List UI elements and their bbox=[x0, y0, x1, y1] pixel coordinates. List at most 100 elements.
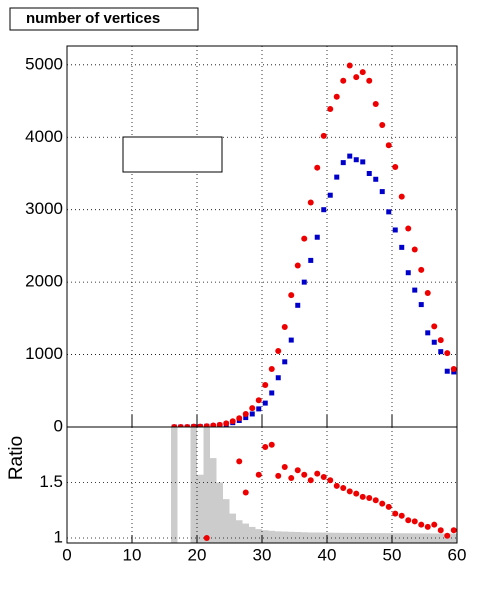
marker bbox=[340, 77, 347, 84]
marker bbox=[418, 266, 425, 273]
marker bbox=[424, 523, 431, 530]
y-tick-label: 0 bbox=[54, 416, 63, 435]
band-bar bbox=[242, 523, 249, 543]
marker bbox=[288, 337, 294, 343]
marker bbox=[294, 467, 301, 474]
band-bar bbox=[346, 532, 353, 543]
marker bbox=[379, 121, 386, 128]
marker bbox=[301, 471, 308, 478]
marker bbox=[294, 262, 301, 269]
marker bbox=[359, 493, 366, 500]
band-bar bbox=[210, 458, 217, 543]
legend bbox=[122, 136, 223, 173]
marker bbox=[236, 458, 243, 465]
marker bbox=[444, 532, 451, 539]
marker bbox=[333, 93, 340, 100]
marker bbox=[320, 132, 327, 139]
bottom-frame bbox=[66, 426, 458, 544]
marker bbox=[334, 174, 340, 180]
chart-title: number of vertices bbox=[26, 10, 160, 27]
marker bbox=[249, 411, 255, 417]
marker bbox=[353, 490, 360, 497]
marker bbox=[327, 477, 334, 484]
x-tick-label: 30 bbox=[253, 545, 272, 564]
band-bar bbox=[450, 533, 457, 543]
band-bar bbox=[203, 427, 210, 543]
marker bbox=[307, 199, 314, 206]
marker bbox=[242, 489, 249, 496]
marker bbox=[320, 473, 327, 480]
marker bbox=[398, 193, 405, 200]
marker bbox=[353, 157, 359, 163]
y-tick-label: 1.5 bbox=[39, 472, 63, 491]
marker bbox=[444, 368, 450, 374]
marker bbox=[450, 366, 457, 373]
marker bbox=[405, 517, 412, 524]
marker bbox=[418, 302, 424, 308]
marker bbox=[386, 209, 392, 215]
band-bar bbox=[294, 532, 301, 543]
marker bbox=[229, 418, 236, 425]
marker bbox=[327, 106, 334, 113]
marker bbox=[373, 176, 379, 182]
marker bbox=[431, 521, 438, 528]
marker bbox=[353, 74, 360, 81]
x-tick-label: 60 bbox=[448, 545, 467, 564]
marker bbox=[411, 246, 418, 253]
band-bar bbox=[229, 513, 236, 543]
marker bbox=[197, 423, 204, 427]
marker bbox=[242, 410, 249, 417]
marker bbox=[360, 159, 366, 165]
marker bbox=[275, 347, 282, 354]
band-bar bbox=[262, 530, 269, 543]
x-tick-label: 10 bbox=[123, 545, 142, 564]
marker bbox=[210, 422, 217, 427]
marker bbox=[255, 471, 262, 478]
marker bbox=[333, 482, 340, 489]
marker bbox=[359, 69, 366, 76]
marker bbox=[171, 424, 178, 427]
marker bbox=[236, 415, 243, 422]
band-bar bbox=[268, 530, 275, 543]
marker bbox=[450, 527, 457, 534]
marker bbox=[438, 349, 444, 355]
marker bbox=[379, 500, 386, 507]
marker bbox=[268, 366, 275, 373]
band-bar bbox=[288, 531, 295, 543]
marker bbox=[437, 337, 444, 344]
band-bar bbox=[255, 529, 262, 543]
y-tick-label: 2000 bbox=[25, 272, 63, 291]
marker bbox=[262, 381, 269, 388]
marker bbox=[405, 225, 412, 232]
marker bbox=[255, 397, 262, 404]
marker bbox=[262, 400, 268, 406]
y-tick-label: 1 bbox=[54, 527, 63, 546]
band-bar bbox=[314, 532, 321, 543]
marker bbox=[223, 420, 230, 427]
marker bbox=[288, 475, 295, 482]
band-bar bbox=[359, 533, 366, 543]
marker bbox=[282, 359, 288, 365]
marker bbox=[346, 62, 353, 69]
marker bbox=[392, 227, 398, 233]
marker bbox=[385, 142, 392, 149]
band-bar bbox=[307, 532, 314, 543]
marker bbox=[269, 390, 275, 396]
marker bbox=[398, 512, 405, 519]
x-tick-label: 20 bbox=[188, 545, 207, 564]
marker bbox=[256, 406, 262, 412]
marker bbox=[385, 503, 392, 510]
band-bar bbox=[379, 533, 386, 543]
marker bbox=[425, 330, 431, 336]
marker bbox=[216, 421, 223, 427]
band-bar bbox=[411, 533, 418, 543]
marker bbox=[431, 339, 437, 345]
marker bbox=[399, 244, 405, 250]
marker bbox=[424, 289, 431, 296]
marker bbox=[346, 488, 353, 495]
marker bbox=[203, 423, 210, 427]
marker bbox=[243, 415, 249, 421]
marker bbox=[190, 423, 197, 427]
band-bar bbox=[333, 532, 340, 543]
